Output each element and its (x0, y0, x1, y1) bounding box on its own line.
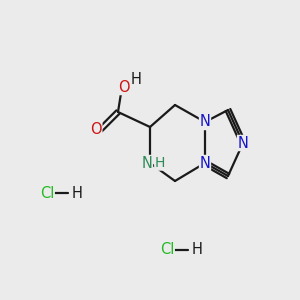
Text: Cl: Cl (160, 242, 174, 257)
Text: H: H (155, 156, 165, 170)
Text: H: H (192, 242, 203, 257)
Text: H: H (72, 185, 83, 200)
Text: N: N (200, 115, 210, 130)
Text: N: N (238, 136, 248, 151)
Text: N: N (200, 155, 210, 170)
Text: O: O (118, 80, 130, 94)
Text: N: N (142, 155, 152, 170)
Text: H: H (130, 71, 141, 86)
Text: Cl: Cl (40, 185, 54, 200)
Text: O: O (90, 122, 102, 137)
